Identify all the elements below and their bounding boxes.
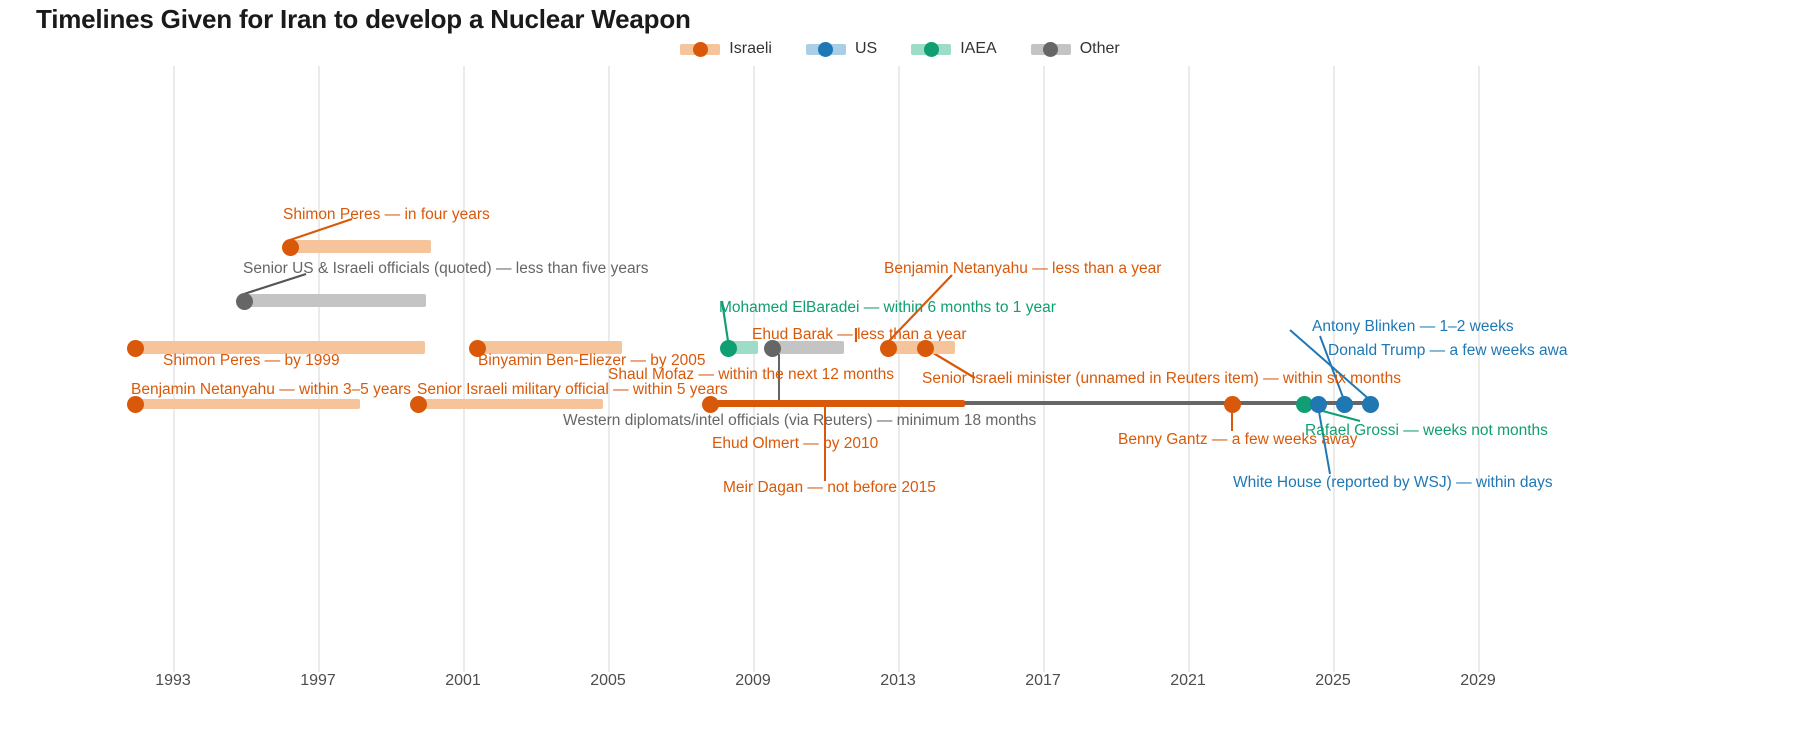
axis-tick-2029: 2029 (1460, 672, 1496, 689)
timeline-bar[interactable] (135, 399, 360, 409)
timeline-dot[interactable] (1309, 395, 1327, 413)
gridline (608, 66, 610, 672)
axis-tick-2009: 2009 (735, 672, 771, 689)
timeline-dot[interactable] (281, 238, 299, 256)
timeline-dot[interactable] (468, 339, 486, 357)
gridline (753, 66, 755, 672)
timeline-label-rafael-grossi: Rafael Grossi — weeks not months (1305, 422, 1548, 439)
legend-swatch-israeli (680, 41, 721, 57)
axis-tick-2013: 2013 (880, 672, 916, 689)
legend-swatch-us (805, 41, 846, 57)
timeline-bar[interactable] (772, 341, 844, 354)
legend-item-other[interactable]: Other (1030, 40, 1120, 58)
timeline-dot[interactable] (879, 339, 897, 357)
timeline-label-shimon-peres-four-years: Shimon Peres — in four years (283, 206, 490, 223)
timeline-label-antony-blinken: Antony Blinken — 1–2 weeks (1312, 318, 1514, 335)
gridline (1043, 66, 1045, 672)
axis-tick-2021: 2021 (1170, 672, 1206, 689)
axis-tick-2025: 2025 (1315, 672, 1351, 689)
timeline-dot[interactable] (1335, 395, 1353, 413)
timeline-label-ehud-barak: Ehud Barak — less than a year (752, 326, 967, 343)
timeline-label-benny-gantz: Benny Gantz — a few weeks away (1118, 431, 1358, 448)
axis-tick-1997: 1997 (300, 672, 336, 689)
axis-tick-2005: 2005 (590, 672, 626, 689)
timeline-dot[interactable] (701, 395, 719, 413)
gridline (1333, 66, 1335, 672)
timeline-label-senior-military: Senior Israeli military official — withi… (417, 381, 728, 398)
timeline-dot[interactable] (1361, 395, 1379, 413)
timeline-label-white-house: White House (reported by WSJ) — within d… (1233, 474, 1553, 491)
timeline-dot[interactable] (763, 339, 781, 357)
timeline-label-meir-dagan: Meir Dagan — not before 2015 (723, 479, 936, 496)
timeline-label-senior-israeli-minister: Senior Israeli minister (unnamed in Reut… (922, 370, 1401, 387)
gridline (1478, 66, 1480, 672)
axis-tick-2001: 2001 (445, 672, 481, 689)
page-title: Timelines Given for Iran to develop a Nu… (36, 4, 691, 34)
timeline-dot[interactable] (409, 395, 427, 413)
timeline-bar[interactable] (710, 400, 965, 407)
timeline-baseline (710, 401, 1370, 405)
legend-label-us: US (854, 40, 878, 57)
timeline-dot[interactable] (235, 292, 253, 310)
timeline-bar[interactable] (135, 341, 425, 354)
plot-area: Shimon Peres — in four years Senior US &… (0, 66, 1800, 686)
axis-tick-2017: 2017 (1025, 672, 1061, 689)
timeline-bar[interactable] (477, 341, 622, 354)
legend-swatch-iaea (911, 41, 952, 57)
timeline-label-shaul-mofaz: Shaul Mofaz — within the next 12 months (608, 366, 895, 383)
timeline-label-elbaradei: Mohamed ElBaradei — within 6 months to 1… (719, 299, 1056, 316)
timeline-dot[interactable] (916, 339, 934, 357)
timeline-dot[interactable] (126, 395, 144, 413)
timeline-bar[interactable] (290, 240, 431, 253)
gridline (1188, 66, 1190, 672)
timeline-label-western-diplomats: Western diplomats/intel officials (via R… (563, 412, 1037, 429)
timeline-label-ehud-olmert: Ehud Olmert — by 2010 (712, 435, 879, 452)
leader-lines (243, 217, 1371, 481)
legend-label-iaea: IAEA (960, 40, 997, 57)
chart-legend: Israeli US IAEA Other (0, 40, 1800, 58)
legend-label-israeli: Israeli (729, 40, 772, 57)
x-axis: 1993 1997 2001 2005 2009 2013 2017 2021 … (0, 672, 1800, 712)
timeline-dot[interactable] (1223, 395, 1241, 413)
timeline-dot[interactable] (719, 339, 737, 357)
gridline (318, 66, 320, 672)
legend-item-us[interactable]: US (805, 40, 878, 58)
timeline-bar[interactable] (244, 294, 426, 307)
timeline-label-shimon-peres-1999: Shimon Peres — by 1999 (163, 352, 340, 369)
timeline-label-netanyahu-3-5: Benjamin Netanyahu — within 3–5 years (131, 381, 412, 398)
timeline-label-senior-us-israeli: Senior US & Israeli officials (quoted) —… (243, 260, 649, 277)
timeline-label-ben-eliezer: Binyamin Ben-Eliezer — by 2005 (478, 352, 706, 369)
legend-label-other: Other (1079, 40, 1120, 57)
timeline-label-donald-trump: Donald Trump — a few weeks awa (1328, 342, 1568, 359)
timeline-dot[interactable] (126, 339, 144, 357)
timeline-label-netanyahu-less-year: Benjamin Netanyahu — less than a year (884, 260, 1162, 277)
legend-swatch-other (1030, 41, 1071, 57)
legend-item-israeli[interactable]: Israeli (680, 40, 772, 58)
timeline-dot[interactable] (1295, 395, 1313, 413)
axis-tick-1993: 1993 (155, 672, 191, 689)
gridline (898, 66, 900, 672)
timeline-bar[interactable] (418, 399, 603, 409)
gridline (173, 66, 175, 672)
legend-item-iaea[interactable]: IAEA (911, 40, 997, 58)
gridline (463, 66, 465, 672)
